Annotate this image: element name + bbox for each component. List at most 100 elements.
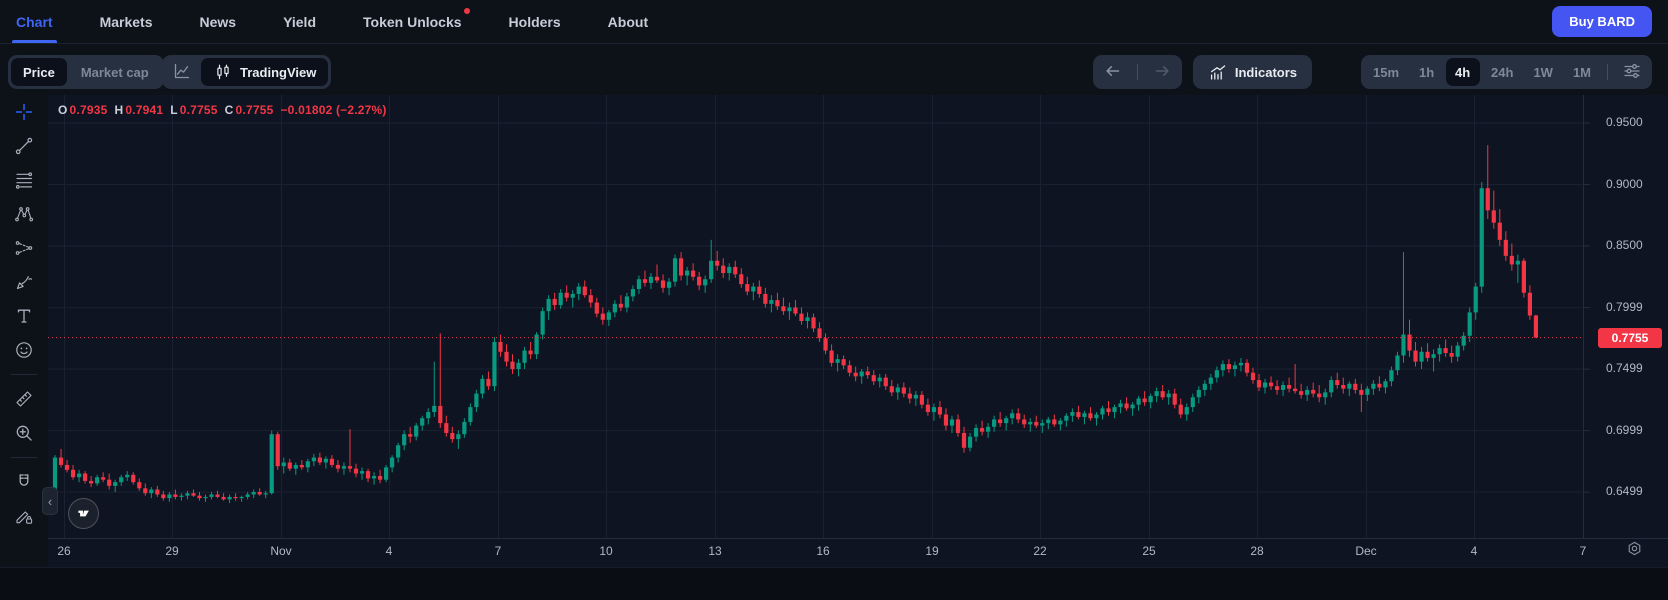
- time-tick-label: 7: [494, 544, 502, 558]
- timeframe-24h[interactable]: 24h: [1482, 58, 1522, 86]
- time-tick-label: Nov: [270, 544, 292, 558]
- timeframe-group: 15m 1h 4h 24h 1W 1M: [1361, 55, 1652, 89]
- trend-line-tool-icon: [14, 136, 34, 156]
- time-tick-label: 22: [1033, 544, 1047, 558]
- chart-settings-button[interactable]: [1615, 58, 1649, 86]
- fib-retracement-tool-button[interactable]: [7, 163, 41, 197]
- sliders-icon: [1622, 61, 1642, 84]
- toolbar-divider: [11, 457, 37, 458]
- price-tick-label: 0.6999: [1606, 422, 1643, 437]
- timeframe-4h[interactable]: 4h: [1446, 58, 1481, 86]
- indicators-button[interactable]: Indicators: [1196, 58, 1309, 86]
- crosshair-tool-icon: [14, 102, 34, 122]
- nav-tab-about[interactable]: About: [607, 13, 649, 30]
- nav-tab-chart[interactable]: Chart: [12, 0, 57, 43]
- lock-drawings-tool-icon: [14, 506, 34, 526]
- low-label: L: [170, 103, 178, 117]
- time-tick-label: 28: [1250, 544, 1264, 558]
- text-tool-button[interactable]: [7, 299, 41, 333]
- price-tick-label: 0.7499: [1606, 361, 1643, 376]
- nav-tab-markets[interactable]: Markets: [99, 13, 153, 30]
- change-value: −0.01802 (−2.27%): [280, 103, 387, 117]
- time-tick-label: 16: [816, 544, 830, 558]
- high-label: H: [114, 103, 124, 117]
- time-tick-label: 4: [1470, 544, 1478, 558]
- time-tick-label: 25: [1142, 544, 1156, 558]
- time-tick-label: 29: [165, 544, 179, 558]
- crosshair-tool-button[interactable]: [7, 95, 41, 129]
- ohlc-legend: O 0.7935 H 0.7941 L 0.7755 C 0.7755 −0.01802 (−2…: [58, 103, 389, 117]
- time-tick-label: 7: [1579, 544, 1587, 558]
- fib-retracement-tool-icon: [14, 170, 34, 190]
- divider: [1137, 64, 1138, 80]
- toolbar-divider: [11, 374, 37, 375]
- price-tick-label: 0.9500: [1606, 115, 1643, 129]
- timeframe-1m[interactable]: 1M: [1564, 58, 1600, 86]
- ruler-tool-icon: [14, 389, 34, 409]
- top-nav: Chart Markets News Yield Token Unlocks Holder…: [0, 0, 1668, 44]
- tradingview-logo[interactable]: [68, 498, 99, 529]
- collapse-sidebar-button[interactable]: ‹: [42, 487, 58, 515]
- drawing-toolbar: [0, 95, 48, 533]
- nav-tab-news[interactable]: News: [199, 13, 237, 30]
- tv-logo-icon: [78, 510, 89, 517]
- time-axis-settings-icon[interactable]: [1626, 540, 1643, 562]
- price-tick-label: 0.6499: [1606, 484, 1643, 499]
- timeframe-1h[interactable]: 1h: [1410, 58, 1444, 86]
- timeframe-1w[interactable]: 1W: [1524, 58, 1562, 86]
- line-chart-button[interactable]: [165, 58, 199, 86]
- notification-dot: [463, 8, 470, 14]
- nav-tab-yield[interactable]: Yield: [283, 13, 316, 30]
- high-value: 0.7941: [125, 103, 164, 117]
- indicators-icon: [1208, 62, 1228, 82]
- price-tab[interactable]: Price: [11, 58, 67, 86]
- magnet-tool-icon: [14, 472, 34, 492]
- time-tick-label: 19: [925, 544, 939, 558]
- open-label: O: [58, 103, 68, 117]
- ruler-tool-button[interactable]: [7, 382, 41, 416]
- back-arrow-button[interactable]: [1096, 58, 1130, 86]
- tradingview-label: TradingView: [240, 64, 317, 80]
- low-value: 0.7755: [179, 103, 218, 117]
- page-footer-strip: [0, 567, 1668, 600]
- magnet-tool-button[interactable]: [7, 465, 41, 499]
- chart-toolbar: Price Market cap TradingView Ind: [0, 50, 1668, 94]
- emoji-tool-button[interactable]: [7, 333, 41, 367]
- zoom-in-tool-button[interactable]: [7, 416, 41, 450]
- metric-toggle-group: Price Market cap: [8, 55, 164, 89]
- buy-bard-button[interactable]: Buy BARD: [1552, 6, 1652, 37]
- brush-tool-button[interactable]: [7, 265, 41, 299]
- trend-line-tool-button[interactable]: [7, 129, 41, 163]
- arrow-right-icon: [1152, 61, 1172, 84]
- forward-arrow-button[interactable]: [1145, 58, 1179, 86]
- divider: [1607, 64, 1608, 80]
- projection-tool-button[interactable]: [7, 231, 41, 265]
- chart-type-group: TradingView: [162, 55, 332, 89]
- indicators-group: Indicators: [1192, 55, 1312, 89]
- market-cap-tab[interactable]: Market cap: [69, 58, 161, 86]
- open-value: 0.7935: [69, 103, 108, 117]
- candlestick-icon: [213, 62, 233, 82]
- timeframe-15m[interactable]: 15m: [1364, 58, 1408, 86]
- lock-drawings-tool-button[interactable]: [7, 499, 41, 533]
- nav-tab-token-unlocks[interactable]: Token Unlocks: [363, 0, 470, 43]
- brush-tool-icon: [14, 272, 34, 292]
- close-label: C: [224, 103, 234, 117]
- indicators-label: Indicators: [1234, 64, 1297, 80]
- emoji-tool-icon: [14, 340, 34, 360]
- xabcd-pattern-tool-button[interactable]: [7, 197, 41, 231]
- time-tick-label: 4: [385, 544, 393, 558]
- zoom-in-tool-icon: [14, 423, 34, 443]
- xabcd-pattern-tool-icon: [14, 204, 34, 224]
- text-tool-icon: [14, 306, 34, 326]
- time-tick-label: 10: [599, 544, 613, 558]
- price-tick-label: 0.8500: [1606, 238, 1643, 252]
- time-tick-label: Dec: [1355, 544, 1377, 558]
- nav-tab-holders[interactable]: Holders: [508, 13, 561, 30]
- line-chart-icon: [172, 61, 192, 84]
- projection-tool-icon: [14, 238, 34, 258]
- chart-area[interactable]: O 0.7935 H 0.7941 L 0.7755 C 0.7755 −0.01802 (−2…: [42, 95, 1668, 567]
- tradingview-tab[interactable]: TradingView: [201, 58, 329, 86]
